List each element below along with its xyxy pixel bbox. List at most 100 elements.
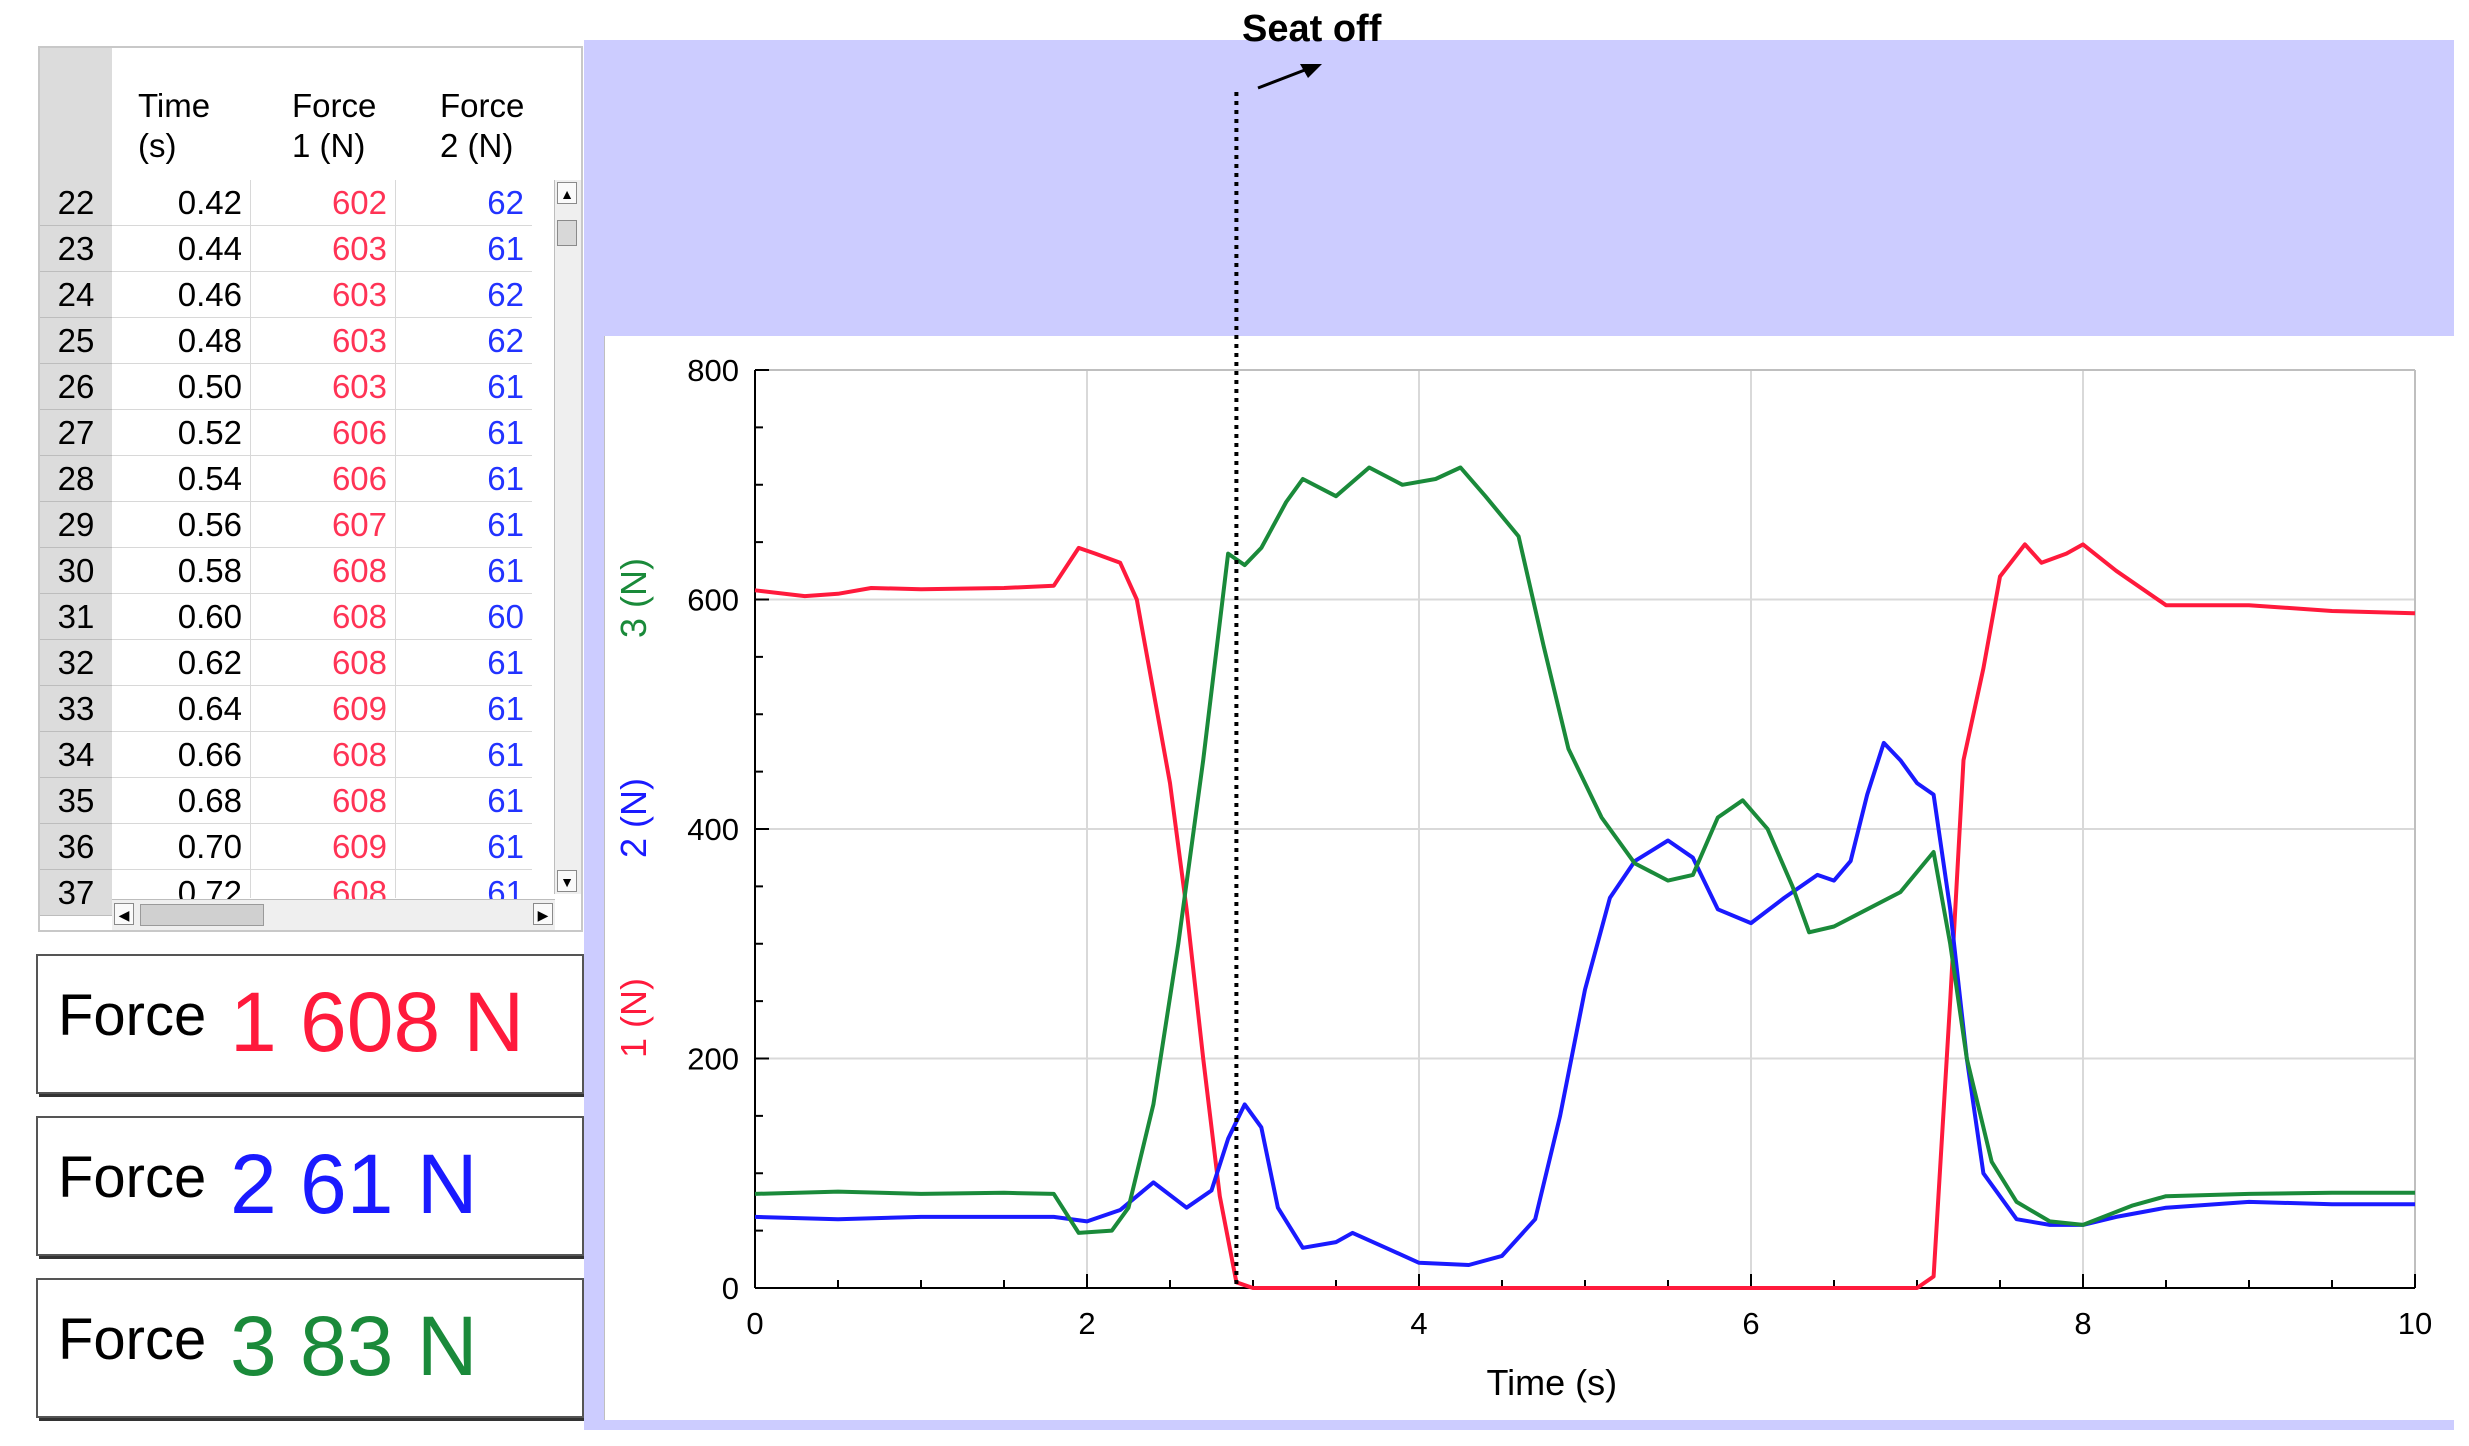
row-number[interactable]: 31 xyxy=(40,594,112,640)
force-2-cell[interactable]: 61 xyxy=(395,364,532,410)
scroll-left-arrow-icon[interactable]: ◀ xyxy=(114,903,134,925)
x-axis-title: Time (s) xyxy=(1486,1362,1617,1403)
time-cell[interactable]: 0.70 xyxy=(112,824,250,870)
row-number[interactable]: 23 xyxy=(40,226,112,272)
readout-label: Force xyxy=(58,1307,207,1372)
series-line-force-2 xyxy=(754,740,2415,1267)
time-cell[interactable]: 0.66 xyxy=(112,732,250,778)
force-1-cell[interactable]: 606 xyxy=(250,456,395,502)
column-header[interactable]: Force 2 (N) xyxy=(440,87,525,164)
table-corner-header xyxy=(40,48,112,180)
force-1-readout: Force 1 608 N xyxy=(36,954,584,1094)
x-tick-label: 0 xyxy=(746,1306,763,1341)
x-tick-label: 2 xyxy=(1078,1306,1095,1341)
row-number[interactable]: 37 xyxy=(40,870,112,916)
y-tick-label: 600 xyxy=(687,583,739,618)
x-tick-label: 8 xyxy=(2074,1306,2091,1341)
time-cell[interactable]: 0.56 xyxy=(112,502,250,548)
force-2-cell[interactable]: 61 xyxy=(395,640,532,686)
seat-off-arrow-head-icon xyxy=(1300,64,1322,78)
y-tick-label: 400 xyxy=(687,812,739,847)
x-tick-label: 4 xyxy=(1410,1306,1427,1341)
y-axis-label: 2 (N) xyxy=(613,778,654,858)
time-cell[interactable]: 0.58 xyxy=(112,548,250,594)
time-cell[interactable]: 0.48 xyxy=(112,318,250,364)
y-axis-label: 3 (N) xyxy=(613,558,654,638)
time-cell[interactable]: 0.46 xyxy=(112,272,250,318)
vertical-scrollbar[interactable]: ▲ ▼ xyxy=(554,180,581,894)
row-number[interactable]: 29 xyxy=(40,502,112,548)
column-divider xyxy=(395,180,396,898)
readout-label: Force xyxy=(58,1145,207,1210)
row-number[interactable]: 26 xyxy=(40,364,112,410)
y-tick-label: 0 xyxy=(722,1271,739,1306)
force-1-cell[interactable]: 602 xyxy=(250,180,395,226)
force-1-cell[interactable]: 603 xyxy=(250,272,395,318)
row-number[interactable]: 34 xyxy=(40,732,112,778)
force-1-cell[interactable]: 608 xyxy=(250,640,395,686)
horizontal-scrollbar[interactable]: ◀ ▶ xyxy=(112,899,555,930)
scroll-up-arrow-icon[interactable]: ▲ xyxy=(557,182,577,204)
row-number[interactable]: 22 xyxy=(40,180,112,226)
force-1-cell[interactable]: 608 xyxy=(250,548,395,594)
force-2-value: 2 61 N xyxy=(230,1137,478,1231)
force-2-cell[interactable]: 61 xyxy=(395,732,532,778)
force-2-cell[interactable]: 61 xyxy=(395,502,532,548)
column-header[interactable]: Time (s) xyxy=(138,87,211,164)
force-2-cell[interactable]: 61 xyxy=(395,824,532,870)
scroll-down-arrow-icon[interactable]: ▼ xyxy=(557,870,577,892)
readout-label: Force xyxy=(58,983,207,1048)
force-1-cell[interactable]: 608 xyxy=(250,732,395,778)
force-2-cell[interactable]: 62 xyxy=(395,272,532,318)
force-1-cell[interactable]: 609 xyxy=(250,824,395,870)
data-table: 22 0.42 602 62 23 0.44 603 61 24 0.46 603 62 25 0.48 6… xyxy=(38,46,583,932)
row-number[interactable]: 27 xyxy=(40,410,112,456)
force-1-cell[interactable]: 603 xyxy=(250,364,395,410)
force-1-cell[interactable]: 603 xyxy=(250,318,395,364)
row-number[interactable]: 33 xyxy=(40,686,112,732)
time-cell[interactable]: 0.44 xyxy=(112,226,250,272)
time-cell[interactable]: 0.54 xyxy=(112,456,250,502)
row-number[interactable]: 35 xyxy=(40,778,112,824)
force-2-cell[interactable]: 61 xyxy=(395,686,532,732)
scroll-thumb[interactable] xyxy=(557,220,577,246)
time-cell[interactable]: 0.64 xyxy=(112,686,250,732)
force-2-cell[interactable]: 61 xyxy=(395,226,532,272)
x-tick-label: 10 xyxy=(2398,1306,2432,1341)
time-cell[interactable]: 0.62 xyxy=(112,640,250,686)
y-tick-label: 800 xyxy=(687,353,739,388)
force-1-cell[interactable]: 608 xyxy=(250,778,395,824)
row-number[interactable]: 25 xyxy=(40,318,112,364)
time-cell[interactable]: 0.68 xyxy=(112,778,250,824)
force-1-cell[interactable]: 606 xyxy=(250,410,395,456)
row-number[interactable]: 24 xyxy=(40,272,112,318)
force-2-cell[interactable]: 61 xyxy=(395,778,532,824)
y-tick-label: 200 xyxy=(687,1042,739,1077)
scroll-right-arrow-icon[interactable]: ▶ xyxy=(533,903,553,925)
force-3-readout: Force 3 83 N xyxy=(36,1278,584,1418)
row-number[interactable]: 30 xyxy=(40,548,112,594)
time-cell[interactable]: 0.52 xyxy=(112,410,250,456)
force-2-readout: Force 2 61 N xyxy=(36,1116,584,1256)
seat-off-arrow-icon xyxy=(1257,66,1311,90)
row-number[interactable]: 36 xyxy=(40,824,112,870)
force-1-cell[interactable]: 607 xyxy=(250,502,395,548)
seat-off-annotation: Seat off xyxy=(1242,8,1382,50)
row-number[interactable]: 28 xyxy=(40,456,112,502)
force-2-cell[interactable]: 61 xyxy=(395,456,532,502)
force-1-cell[interactable]: 608 xyxy=(250,594,395,640)
force-2-cell[interactable]: 61 xyxy=(395,410,532,456)
force-2-cell[interactable]: 60 xyxy=(395,594,532,640)
row-number[interactable]: 32 xyxy=(40,640,112,686)
time-cell[interactable]: 0.60 xyxy=(112,594,250,640)
force-2-cell[interactable]: 62 xyxy=(395,318,532,364)
force-1-cell[interactable]: 609 xyxy=(250,686,395,732)
force-1-cell[interactable]: 603 xyxy=(250,226,395,272)
time-cell[interactable]: 0.42 xyxy=(112,180,250,226)
force-2-cell[interactable]: 61 xyxy=(395,548,532,594)
column-header[interactable]: Force 1 (N) xyxy=(292,87,377,164)
time-cell[interactable]: 0.50 xyxy=(112,364,250,410)
horizontal-scroll-thumb[interactable] xyxy=(140,904,264,926)
force-2-cell[interactable]: 62 xyxy=(395,180,532,226)
